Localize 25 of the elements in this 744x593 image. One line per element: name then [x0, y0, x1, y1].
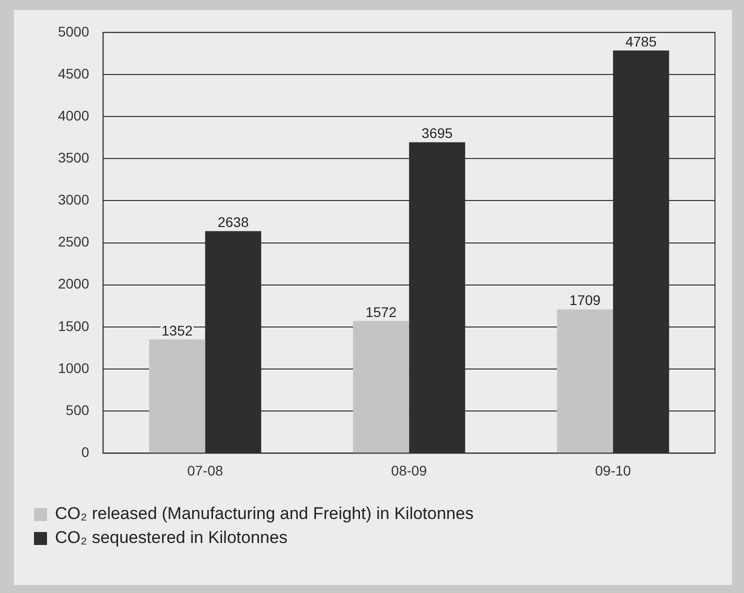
- y-tick-label: 500: [66, 402, 90, 418]
- y-tick-label: 0: [81, 444, 90, 460]
- legend-label: CO₂ sequestered in Kilotonnes: [55, 528, 288, 548]
- y-tick-label: 2000: [58, 276, 90, 292]
- y-tick-label: 1500: [58, 318, 90, 334]
- x-tick-label: 07-08: [187, 462, 224, 478]
- legend-label: CO₂ released (Manufacturing and Freight) in Kilotonnes: [55, 504, 474, 524]
- data-label: 3695: [422, 125, 453, 142]
- y-tick-label: 1000: [58, 360, 90, 376]
- y-tick-label: 3500: [58, 150, 90, 166]
- y-tick-label: 4500: [58, 65, 90, 82]
- y-tick-label: 2500: [58, 234, 90, 250]
- data-label: 4785: [625, 33, 657, 50]
- x-tick-label: 09-10: [595, 462, 632, 478]
- data-label: 1572: [365, 304, 397, 320]
- bar: [149, 339, 206, 453]
- bar: [556, 309, 614, 453]
- bar: [352, 320, 410, 453]
- y-tick-label: 5000: [58, 23, 90, 40]
- data-label: 1709: [569, 292, 601, 308]
- x-tick-label: 08-09: [391, 462, 428, 478]
- y-tick-label: 3000: [58, 192, 90, 208]
- data-label: 2638: [218, 214, 249, 230]
- y-tick-label: 4000: [58, 107, 90, 124]
- data-label: 1352: [162, 322, 193, 338]
